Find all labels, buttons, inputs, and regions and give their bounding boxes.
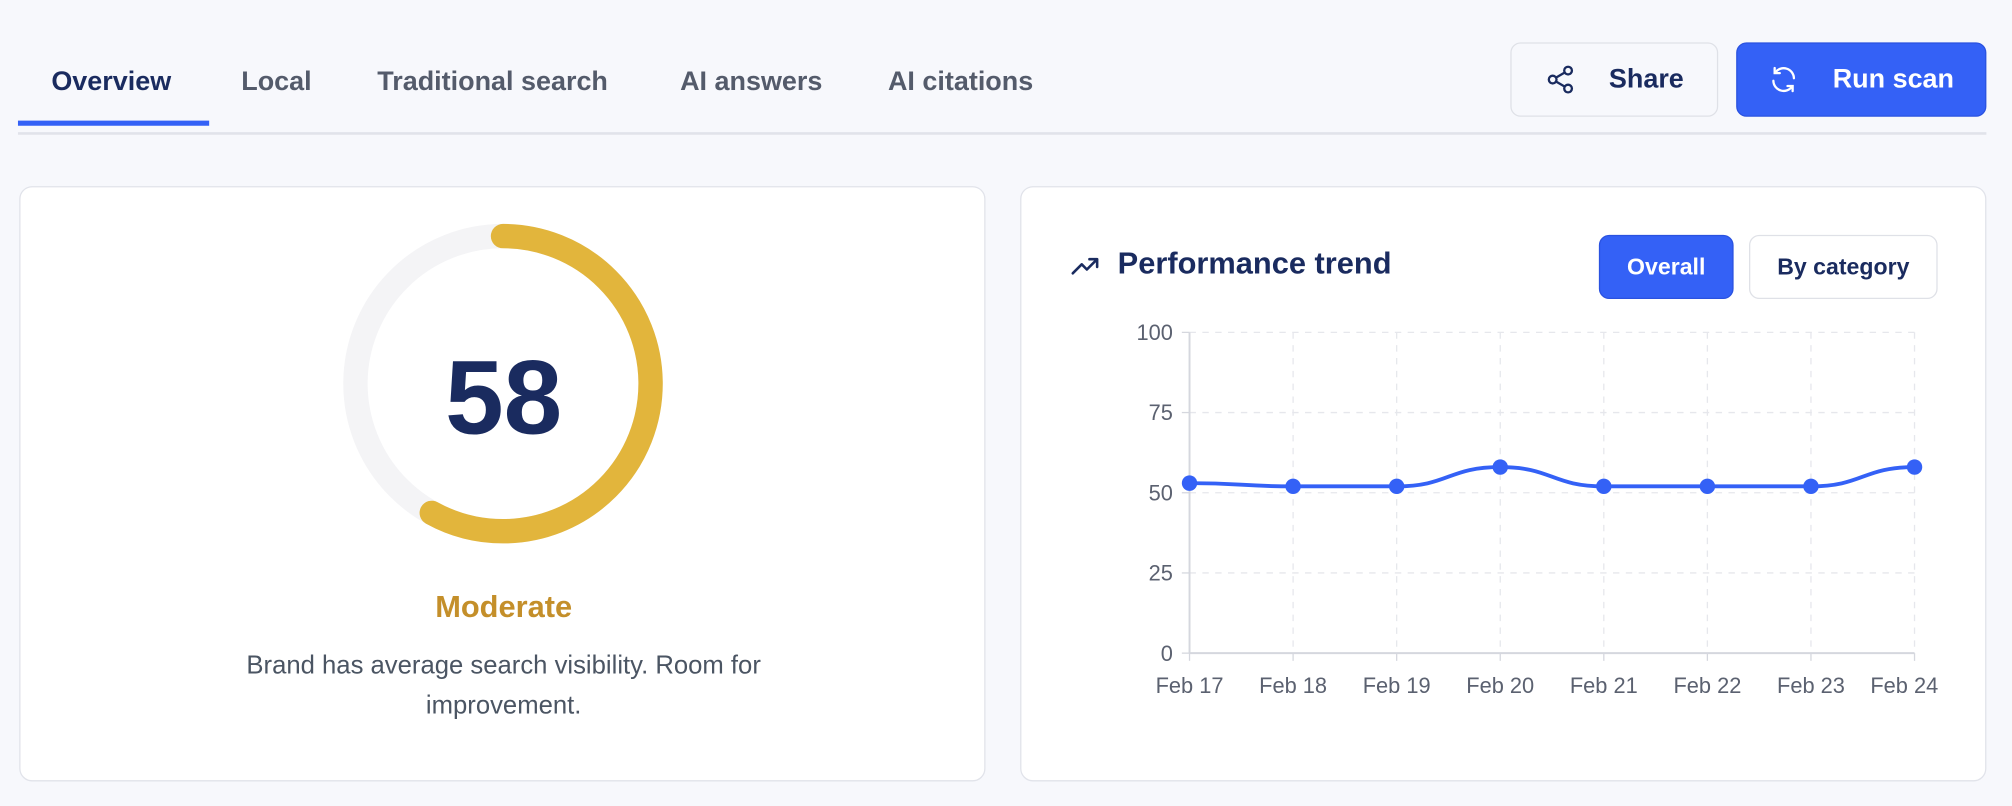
share-icon <box>1547 65 1573 94</box>
tab-ai-answers[interactable]: AI answers <box>680 66 823 97</box>
tab-local[interactable]: Local <box>241 66 312 97</box>
trend-title: Performance trend <box>1117 246 1392 282</box>
tab-traditional-search[interactable]: Traditional search <box>377 66 608 97</box>
x-tick-label: Feb 18 <box>1259 673 1327 698</box>
trend-card: Performance trend Overall By category 0 2… <box>1020 186 1987 782</box>
data-point <box>1492 459 1508 475</box>
data-point <box>1285 478 1301 495</box>
y-tick-label: 50 <box>1149 480 1173 505</box>
score-gauge <box>343 223 663 544</box>
y-tick-label: 100 <box>1136 320 1172 345</box>
series-line <box>1189 465 1915 489</box>
run-scan-label: Run scan <box>1832 64 1955 94</box>
refresh-icon <box>1772 66 1796 93</box>
x-tick-label: Feb 19 <box>1363 673 1431 698</box>
x-tick-label: Feb 24 <box>1870 673 1938 698</box>
data-point <box>1699 478 1716 495</box>
data-point <box>1596 478 1612 495</box>
overall-toggle[interactable]: Overall <box>1598 234 1734 299</box>
x-tick-label: Feb 21 <box>1570 673 1638 698</box>
performance-chart: 0 25 50 75 100 Feb 17 Feb 18 Feb 19 Feb 20 Feb 21… <box>1136 320 1938 698</box>
x-tick-label: Feb 17 <box>1156 673 1224 698</box>
y-tick-label: 0 <box>1161 641 1173 666</box>
share-button[interactable]: Share <box>1510 42 1719 117</box>
active-tab-indicator <box>17 120 210 126</box>
x-tick-label: Feb 22 <box>1673 673 1741 698</box>
data-point <box>1906 459 1923 475</box>
tab-overview[interactable]: Overview <box>51 66 172 97</box>
score-value: 58 <box>445 340 563 457</box>
y-tick-label: 25 <box>1149 561 1173 586</box>
x-tick-label: Feb 20 <box>1466 673 1534 698</box>
score-card: 58 Moderate Brand has average search vis… <box>19 186 986 782</box>
data-point <box>1388 478 1405 495</box>
trending-up-icon <box>1071 257 1099 275</box>
run-scan-button[interactable]: Run scan <box>1736 42 1987 117</box>
tab-divider <box>17 132 1987 135</box>
share-label: Share <box>1608 64 1684 94</box>
tab-ai-citations[interactable]: AI citations <box>887 66 1034 97</box>
gauge-arc <box>343 223 663 544</box>
y-tick-label: 75 <box>1149 400 1173 425</box>
by-category-toggle[interactable]: By category <box>1749 234 1938 299</box>
score-description: Brand has average search visibility. Roo… <box>246 651 761 720</box>
score-rating: Moderate <box>435 590 573 625</box>
data-point <box>1803 478 1819 495</box>
data-point <box>1181 475 1198 491</box>
x-tick-label: Feb 23 <box>1777 673 1845 698</box>
